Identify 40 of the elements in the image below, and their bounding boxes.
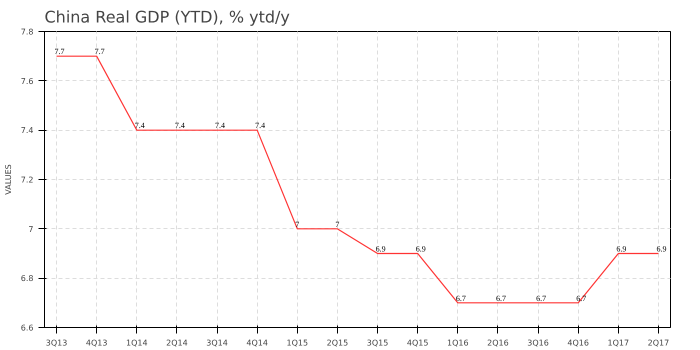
- x-tick-label: 1Q17: [608, 338, 630, 348]
- y-axis-title: VALUES: [4, 164, 13, 195]
- chart-title: China Real GDP (YTD), % ytd/y: [44, 8, 290, 26]
- data-label: 7.4: [134, 121, 145, 130]
- x-tick-label: 4Q13: [86, 338, 108, 348]
- y-tick-label: 7: [28, 224, 34, 234]
- x-tick-label: 4Q15: [406, 338, 428, 348]
- y-tick-label: 7.2: [20, 176, 34, 184]
- x-tick-label: 3Q15: [366, 338, 388, 348]
- data-label: 7.7: [54, 47, 65, 56]
- y-tick-label: 6.6: [20, 324, 34, 332]
- x-tick-label: 2Q17: [648, 338, 670, 348]
- data-label: 6.9: [616, 244, 626, 254]
- data-label: 7.4: [215, 121, 226, 130]
- x-tick-label: 3Q14: [206, 338, 228, 348]
- x-tick-label: 1Q15: [286, 338, 308, 348]
- y-tick-label: 7.4: [20, 126, 34, 136]
- data-label: 6.7: [536, 294, 546, 303]
- data-label: 7.4: [174, 121, 185, 130]
- x-tick-label: 4Q16: [567, 338, 589, 348]
- y-tick-label: 7.8: [20, 28, 34, 36]
- data-label: 7: [335, 220, 340, 229]
- x-tick-label: 2Q15: [326, 338, 348, 348]
- data-label: 6.7: [456, 294, 466, 303]
- data-label: 6.9: [656, 244, 666, 254]
- data-label: 7.7: [94, 47, 105, 56]
- data-label: 6.7: [496, 294, 506, 303]
- data-label: 7: [295, 220, 300, 229]
- x-tick-label: 2Q14: [166, 338, 188, 348]
- data-label: 6.9: [416, 244, 426, 254]
- x-tick-label: 3Q13: [46, 338, 68, 348]
- x-tick-label: 2Q16: [487, 338, 509, 348]
- x-tick-label: 4Q14: [246, 338, 268, 348]
- x-tick-label: 3Q16: [527, 338, 549, 348]
- x-tick-label: 1Q16: [447, 338, 469, 348]
- x-tick-label: 1Q14: [126, 338, 148, 348]
- y-tick-label: 6.8: [20, 274, 34, 284]
- y-tick-label: 7.6: [20, 76, 34, 86]
- data-label: 7.4: [255, 121, 266, 130]
- data-label: 6.9: [376, 244, 386, 254]
